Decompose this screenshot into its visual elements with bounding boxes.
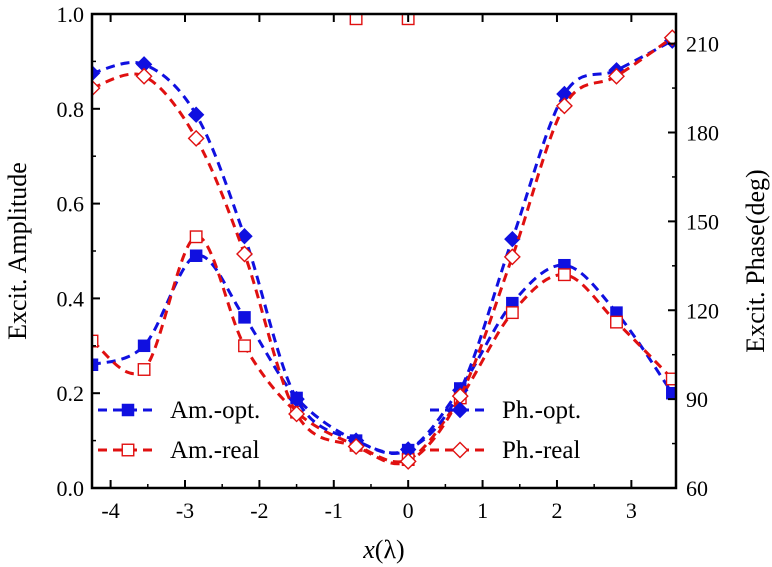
legend-marker-0: [121, 403, 135, 417]
y-left-axis-title: Excit. Amplitude: [3, 162, 32, 340]
data-point-1-8: [505, 306, 519, 320]
x-tick-label: -4: [101, 498, 119, 523]
legend: Am.-opt. Am.-real Ph.-opt. Ph.-real: [98, 397, 581, 464]
x-tick-label: 3: [626, 498, 637, 523]
x-axis-title: x(λ): [362, 535, 404, 564]
x-tick-label: -3: [176, 498, 194, 523]
legend-label-2: Ph.-opt.: [502, 397, 581, 424]
data-point-3-6: [399, 452, 417, 470]
data-point-3-0: [92, 79, 101, 97]
y-left-tick-label: 0.4: [57, 286, 85, 311]
x-tick-label: -1: [325, 498, 343, 523]
data-point-3-10: [607, 67, 625, 85]
data-point-1-2: [189, 230, 203, 244]
x-tick-label: 0: [403, 498, 414, 523]
series-line-1: [92, 235, 674, 464]
x-tick-label: 2: [551, 498, 562, 523]
plot-content: [92, 14, 676, 470]
legend-marker-2: [451, 401, 469, 419]
data-point-5-0: [349, 14, 363, 26]
y-left-tick-label: 0.8: [57, 97, 85, 122]
data-point-1-11: [665, 372, 676, 386]
data-point-3-5: [347, 438, 365, 456]
data-point-1-1: [137, 363, 151, 376]
y-right-tick-label: 60: [686, 476, 708, 501]
data-point-2-8: [504, 230, 521, 248]
legend-label-1: Am.-real: [170, 437, 260, 464]
x-axis-variable: x: [362, 535, 375, 564]
x-tick-label: -2: [250, 498, 268, 523]
y-right-tick-label: 180: [686, 121, 719, 146]
data-point-1-3: [238, 339, 251, 353]
data-point-1-0: [92, 334, 99, 348]
x-tick-label: 1: [477, 498, 488, 523]
data-point-3-9: [555, 97, 573, 115]
y-right-tick-label: 90: [686, 387, 708, 412]
data-point-3-3: [236, 245, 253, 263]
data-point-3-1: [135, 67, 153, 85]
y-left-tick-label: 0.6: [57, 192, 85, 217]
data-point-3-8: [503, 248, 521, 266]
y-right-tick-label: 150: [686, 209, 719, 234]
data-point-1-9: [557, 268, 571, 282]
data-point-2-2: [187, 106, 205, 123]
x-axis-unit: (λ): [375, 535, 405, 564]
y-right-tick-label: 210: [686, 32, 719, 57]
data-point-0-2: [189, 249, 203, 262]
axes-layer: -4 -3 -2 -1 0 1 2 3 0.0 0.2 0.4 0.6 0.8 1.0 60 90 120 150…: [3, 2, 770, 564]
y-right-tick-label: 120: [686, 298, 719, 323]
data-point-0-3: [238, 311, 251, 324]
data-point-3-4: [288, 405, 306, 423]
legend-label-0: Am.-opt.: [170, 397, 260, 424]
data-point-2-0: [92, 65, 101, 82]
y-left-tick-label: 1.0: [57, 2, 85, 27]
data-point-0-0: [92, 358, 99, 372]
data-point-3-2: [187, 129, 205, 147]
series-line-2: [92, 39, 673, 455]
data-point-3-11: [663, 29, 676, 47]
y-left-tick-label: 0.0: [57, 476, 85, 501]
legend-marker-1: [121, 443, 135, 457]
legend-label-3: Ph.-real: [502, 437, 580, 464]
legend-marker-3: [451, 441, 469, 459]
data-point-1-10: [610, 315, 623, 329]
data-point-0-1: [137, 339, 151, 353]
y-left-tick-label: 0.2: [57, 381, 85, 406]
y-right-axis-title: Excit. Phase(deg): [741, 169, 770, 352]
